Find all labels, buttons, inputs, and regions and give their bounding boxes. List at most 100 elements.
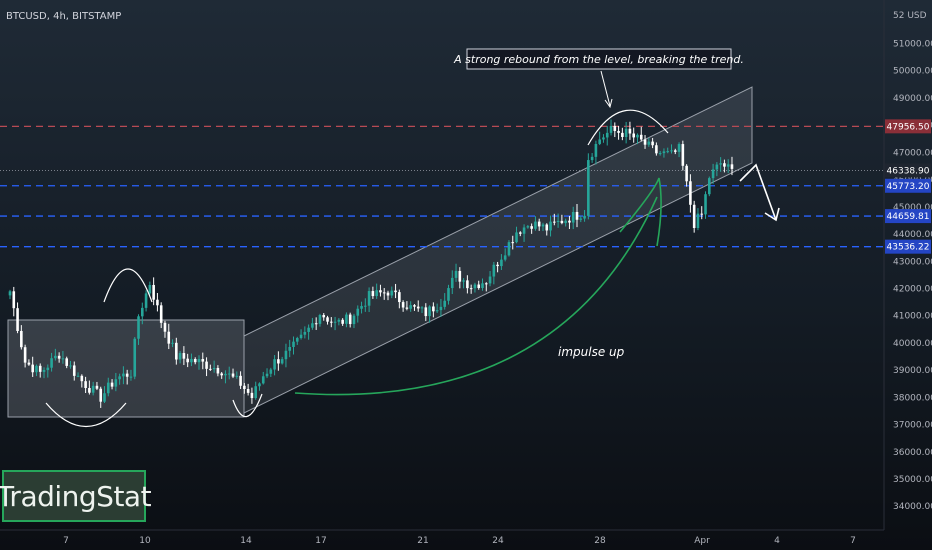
- price-level-value: 47956.50: [887, 122, 930, 132]
- candle-body: [590, 156, 594, 161]
- time-axis[interactable]: 7 10 14 17 21 24 28 Apr 4 7: [63, 536, 856, 546]
- current-price-value: 46338.90: [887, 166, 930, 176]
- candle-body: [307, 327, 310, 332]
- candle-body: [673, 150, 677, 152]
- candle-body: [413, 305, 416, 307]
- candle-body: [583, 215, 586, 219]
- candle-body: [439, 306, 443, 311]
- current-price-badge: [885, 163, 931, 178]
- candle-body: [666, 151, 670, 153]
- candle-body: [390, 290, 394, 296]
- candle-body: [227, 373, 231, 375]
- candle-body: [711, 169, 715, 179]
- price-level-value: 45773.20: [887, 182, 930, 192]
- candle-body: [371, 291, 375, 297]
- price-level-badge: [885, 178, 931, 193]
- candle-body: [492, 264, 496, 277]
- candle-body: [137, 316, 140, 339]
- candle-body: [443, 300, 446, 307]
- candle-body: [72, 365, 76, 376]
- candle-body: [201, 359, 205, 362]
- annotation-pointer-head: [604, 98, 613, 109]
- candle-body: [141, 307, 144, 317]
- annotation-rebound: A strong rebound from the level, breakin…: [453, 53, 744, 66]
- ticker-label: BTCUSD, 4h, BITSTAMP: [6, 11, 121, 22]
- price-axis[interactable]: 51000.0050000.0049000.0048000.0047000.00…: [893, 40, 932, 513]
- candle-body: [27, 362, 31, 365]
- price-level-labels: 47956.50 45773.20 44659.81 43536.22 46338.90: [885, 119, 931, 254]
- candle-body: [280, 359, 284, 364]
- candle-body: [42, 370, 46, 372]
- candle-body: [534, 221, 537, 229]
- brand-logo-text: TradingStat: [0, 479, 152, 513]
- candle-body: [197, 359, 201, 363]
- candle-body: [398, 292, 401, 303]
- candle-body: [261, 376, 265, 384]
- candle-body: [333, 321, 337, 323]
- candle-body: [167, 331, 171, 344]
- time-tick-label: Apr: [694, 536, 710, 546]
- candle-body: [110, 382, 114, 387]
- candles: [8, 119, 734, 408]
- candle-body: [598, 139, 601, 144]
- candle-body: [401, 302, 405, 308]
- candle-body: [273, 359, 276, 370]
- candle-body: [689, 181, 692, 205]
- candle-body: [171, 342, 174, 344]
- candle-body: [530, 226, 533, 229]
- candle-body: [246, 388, 250, 393]
- price-level-value: 44659.81: [887, 212, 930, 222]
- candle-body: [605, 132, 609, 138]
- candle-body: [205, 361, 208, 369]
- candle-body: [628, 128, 632, 134]
- time-tick-label: 24: [492, 536, 504, 546]
- candle-body: [405, 307, 409, 309]
- candle-body: [277, 359, 280, 364]
- candle-body: [23, 347, 27, 363]
- candle-body: [454, 270, 458, 278]
- candle-body: [553, 221, 556, 223]
- price-tick-label: 43000.00: [893, 257, 932, 267]
- candle-body: [318, 314, 322, 324]
- candle-body: [322, 314, 326, 318]
- price-tick-label: 39000.00: [893, 366, 932, 376]
- candle-body: [88, 387, 91, 393]
- price-tick-label: 37000.00: [893, 421, 932, 431]
- candle-body: [556, 220, 560, 223]
- candle-body: [114, 379, 118, 387]
- impulse-curve: [294, 196, 658, 396]
- candle-body: [484, 283, 488, 285]
- candle-body: [681, 144, 685, 166]
- candle-body: [314, 323, 318, 325]
- candle-body: [522, 227, 526, 234]
- top-arc: [587, 109, 669, 146]
- candle-body: [428, 306, 431, 317]
- price-tick-label: 42000.00: [893, 284, 932, 294]
- candle-body: [416, 306, 420, 309]
- candle-body: [500, 259, 503, 267]
- candle-body: [220, 373, 223, 376]
- candle-body: [122, 373, 125, 377]
- candle-body: [239, 375, 242, 386]
- time-tick-label: 28: [594, 536, 606, 546]
- candle-body: [345, 314, 348, 324]
- impulse-tip: [619, 174, 662, 247]
- price-tick-label: 38000.00: [893, 393, 932, 403]
- candle-body: [639, 134, 643, 140]
- candle-body: [216, 367, 220, 374]
- candle-body: [330, 321, 333, 323]
- projection-arrowhead: [764, 207, 780, 222]
- candle-body: [609, 125, 613, 133]
- candle-body: [708, 178, 711, 195]
- candle-body: [496, 264, 499, 267]
- price-tick-label: 50000.00: [893, 67, 932, 77]
- candle-body: [38, 365, 42, 372]
- candle-body: [662, 151, 666, 154]
- price-level-badge: [885, 239, 931, 254]
- projection-arrow: [739, 163, 777, 221]
- candle-body: [159, 305, 163, 323]
- price-levels: [0, 125, 884, 248]
- candle-body: [106, 382, 110, 394]
